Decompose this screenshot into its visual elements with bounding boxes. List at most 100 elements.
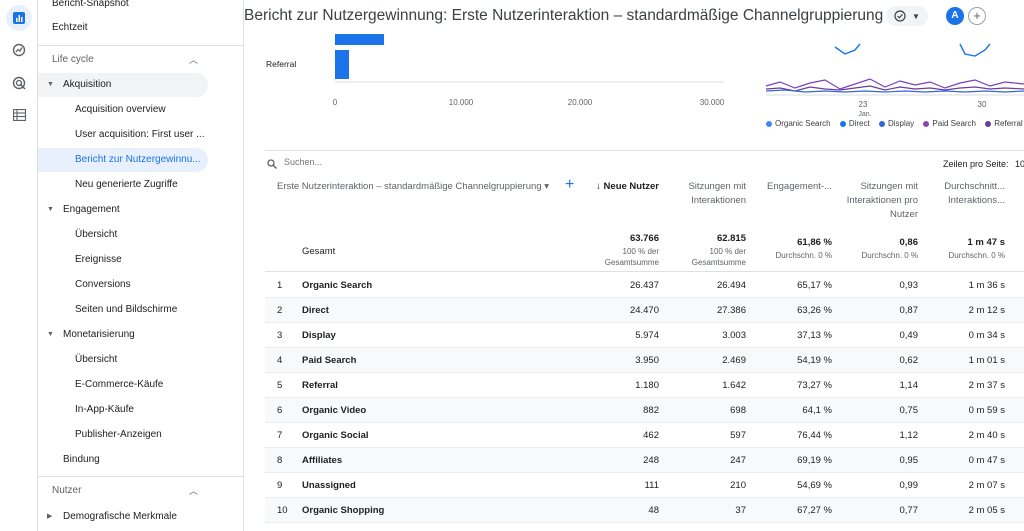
nav-in-app-purchases[interactable]: In-App-Käufe <box>75 404 134 415</box>
bar-chart: Referral 0 10.000 20.000 30.000 <box>266 34 724 107</box>
search-icon <box>267 159 277 169</box>
total-sub: Durchschn. 0 % <box>948 251 1005 260</box>
report-header: Bericht zur Nutzergewinnung: Erste Nutze… <box>244 0 1024 34</box>
nav-user-acquisition[interactable]: User acquisition: First user ... <box>75 129 205 140</box>
row-engaged-sessions: 247 <box>730 455 746 466</box>
bar-tick-3: 30.000 <box>700 98 724 107</box>
col-engaged-sessions[interactable]: Sitzungen mit Interaktionen <box>688 181 746 206</box>
total-new-users: 63.766 100 % der Gesamtsumme <box>591 232 659 268</box>
dimension-selector[interactable]: Erste Nutzerinteraktion – standardmäßige… <box>277 181 549 192</box>
total-sub: Durchschn. 0 % <box>861 251 918 260</box>
row-engagement-rate: 67,27 % <box>797 505 832 516</box>
total-sessions: 62.815 100 % der Gesamtsumme <box>678 232 746 268</box>
nav-engagement-overview[interactable]: Übersicht <box>75 229 118 240</box>
total-sessions-per-user: 0,86 Durchschn. 0 % <box>846 236 918 261</box>
legend-item[interactable]: Display <box>878 119 914 128</box>
nav-conversions[interactable]: Conversions <box>75 279 131 290</box>
advertising-icon[interactable] <box>6 70 32 96</box>
row-channel-name[interactable]: Display <box>302 330 336 341</box>
nav-group-acquisition[interactable]: ▼ Akquisition <box>38 73 208 97</box>
nav-events[interactable]: Ereignisse <box>75 254 122 265</box>
nav-ecommerce-purchases[interactable]: E-Commerce-Käufe <box>75 379 164 390</box>
reports-icon[interactable] <box>6 5 32 31</box>
legend-item[interactable]: Direct <box>839 119 870 128</box>
row-index: 1 <box>277 280 283 291</box>
table-row[interactable]: 8 Affiliates 248 247 69,19 % 0,95 0 m 47 s <box>265 448 1024 473</box>
row-channel-name[interactable]: Organic Search <box>302 280 373 291</box>
legend-item[interactable]: Referral <box>985 119 1023 128</box>
row-sessions-per-user: 0,75 <box>899 405 919 416</box>
add-comparison-button[interactable]: + <box>968 7 986 25</box>
col-avg-engagement-time[interactable]: Durchschnitt... Interaktions... <box>944 181 1005 206</box>
avatar[interactable]: A <box>946 7 964 25</box>
total-value: 63.766 <box>629 233 659 244</box>
row-channel-name[interactable]: Unassigned <box>302 480 356 491</box>
table-row[interactable]: 9 Unassigned 111 210 54,69 % 0,99 2 m 07 s <box>265 473 1024 498</box>
nav-group-label: Demografische Merkmale <box>63 511 177 522</box>
row-channel-name[interactable]: Paid Search <box>302 355 357 366</box>
total-value: 62.815 <box>716 233 746 244</box>
col-sessions-per-user[interactable]: Sitzungen mit Interaktionen pro Nutzer <box>846 181 918 220</box>
line-chart: 23 Jan. 30 <box>765 43 1024 118</box>
series-line <box>765 85 1024 92</box>
table-row[interactable]: 3 Display 5.974 3.003 37,13 % 0,49 0 m 34 s <box>265 323 1024 348</box>
add-dimension-button[interactable]: + <box>565 176 575 193</box>
table-row[interactable]: 10 Organic Shopping 48 37 67,27 % 0,77 2 m 05 … <box>265 498 1024 523</box>
table-row[interactable]: 1 Organic Search 26.437 26.494 65,17 % 0,93 1 … <box>265 273 1024 298</box>
table-row[interactable]: 7 Organic Social 462 597 76,44 % 1,12 2 m 40 s <box>265 423 1024 448</box>
table-row[interactable]: 2 Direct 24.470 27.386 63,26 % 0,87 2 m 12 s <box>265 298 1024 323</box>
row-channel-name[interactable]: Direct <box>302 305 329 316</box>
nav-group-monetization[interactable]: ▼ Monetarisierung <box>38 323 243 347</box>
nav-acquisition-overview[interactable]: Acquisition overview <box>75 104 166 115</box>
table-row[interactable]: 6 Organic Video 882 698 64,1 % 0,75 0 m 59 s <box>265 398 1024 423</box>
legend-item[interactable]: Paid Search <box>923 119 976 128</box>
check-circle-icon <box>894 10 906 22</box>
nav-group-engagement[interactable]: ▼ Engagement <box>38 198 243 222</box>
nav-report-snapshot[interactable]: Bericht-Snapshot <box>52 0 129 9</box>
row-engagement-rate: 73,27 % <box>797 380 832 391</box>
series-line <box>765 78 1024 90</box>
nav-section-label: Life cycle <box>52 54 94 65</box>
row-avg-engagement-time: 1 m 36 s <box>968 280 1005 291</box>
row-channel-name[interactable]: Organic Shopping <box>302 505 385 516</box>
row-channel-name[interactable]: Organic Video <box>302 405 367 416</box>
rows-per-page-label: Zeilen pro Seite: <box>943 159 1009 169</box>
table-row[interactable]: 4 Paid Search 3.950 2.469 54,19 % 0,62 1 m 01 … <box>265 348 1024 373</box>
row-engaged-sessions: 3.003 <box>722 330 746 341</box>
row-new-users: 26.437 <box>629 280 659 291</box>
nav-user-acquisition-report[interactable]: Bericht zur Nutzergewinnu... <box>38 148 208 172</box>
row-channel-name[interactable]: Organic Social <box>302 430 369 441</box>
nav-new-traffic[interactable]: Neu generierte Zugriffe <box>75 179 178 190</box>
series-line <box>959 43 991 57</box>
report-status-dropdown[interactable]: ▼ <box>886 6 928 26</box>
nav-section-lifecycle[interactable]: Life cycle ︿ <box>38 48 208 72</box>
caret-down-icon: ▼ <box>47 331 54 338</box>
nav-pages-screens[interactable]: Seiten und Bildschirme <box>75 304 178 315</box>
row-engaged-sessions: 597 <box>730 430 746 441</box>
row-avg-engagement-time: 0 m 34 s <box>968 330 1005 341</box>
row-avg-engagement-time: 2 m 40 s <box>968 430 1005 441</box>
explore-icon[interactable] <box>6 37 32 63</box>
configure-icon[interactable] <box>6 102 32 128</box>
search-input[interactable] <box>284 157 464 167</box>
nav-monetization-overview[interactable]: Übersicht <box>75 354 118 365</box>
nav-section-user[interactable]: Nutzer ︿ <box>38 479 208 503</box>
row-engaged-sessions: 37 <box>735 505 746 516</box>
row-index: 3 <box>277 330 283 341</box>
rows-per-page-select[interactable]: 10 <box>1015 159 1024 169</box>
col-new-users[interactable]: ↓ Neue Nutzer <box>596 181 659 192</box>
bar-tick-0: 0 <box>333 98 338 107</box>
nav-group-label: Akquisition <box>63 79 112 90</box>
nav-retention[interactable]: Bindung <box>63 454 100 465</box>
legend-item[interactable]: Organic Search <box>766 119 831 128</box>
nav-publisher-ads[interactable]: Publisher-Anzeigen <box>75 429 162 440</box>
total-value: 1 m 47 s <box>967 237 1006 248</box>
nav-group-demographics[interactable]: ▶ Demografische Merkmale <box>38 505 243 529</box>
nav-realtime[interactable]: Echtzeit <box>52 22 88 33</box>
table-row[interactable]: 5 Referral 1.180 1.642 73,27 % 1,14 2 m 37 s <box>265 373 1024 398</box>
row-channel-name[interactable]: Affiliates <box>302 455 343 466</box>
row-avg-engagement-time: 2 m 05 s <box>968 505 1005 516</box>
row-channel-name[interactable]: Referral <box>302 380 338 391</box>
total-sub: Durchschn. 0 % <box>775 251 832 260</box>
col-engagement-rate[interactable]: Engagement-... <box>767 181 832 192</box>
